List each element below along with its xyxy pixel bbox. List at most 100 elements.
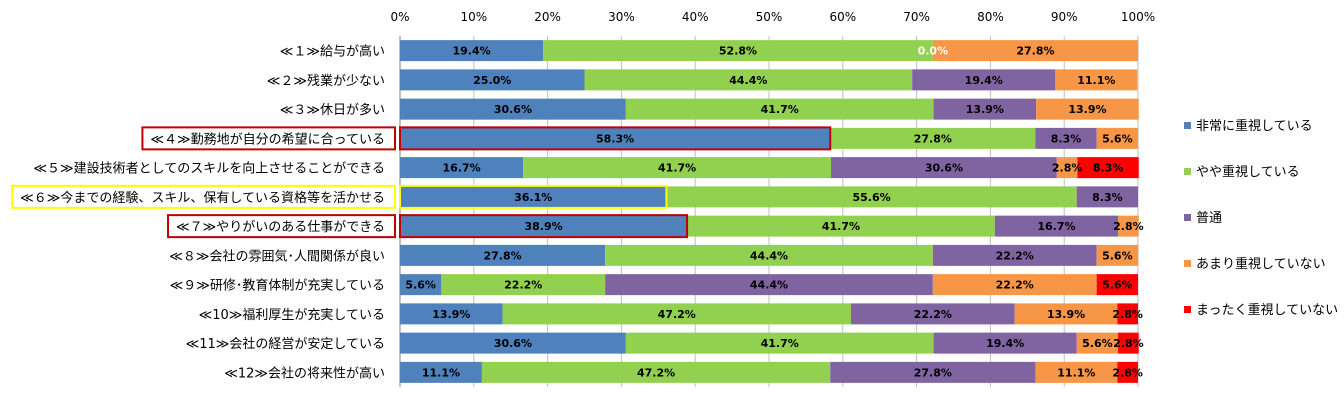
category-label: ≪６≫今までの経験、スキル、保有している資格等を活かせる (20, 190, 385, 206)
data-label: 44.4% (750, 249, 788, 262)
bar-segment (400, 157, 524, 179)
data-label: 5.6% (405, 279, 436, 292)
data-label: 16.7% (1037, 220, 1075, 233)
bar-segment (543, 40, 933, 62)
bar-segment (523, 157, 831, 179)
data-label: 30.6% (494, 103, 532, 116)
data-label: 27.8% (483, 249, 521, 262)
bar-segment (1055, 69, 1138, 91)
data-labels: 19.4% 52.8% 0.0% 27.8% 25.0% 44.4% 19.4% 11.1% 3… (405, 45, 1143, 380)
data-label: 2.8% (1052, 162, 1083, 175)
data-label: 2.8% (1113, 220, 1144, 233)
bar-segment (400, 127, 831, 149)
data-label: 22.2% (504, 279, 542, 292)
bar-segment (400, 98, 626, 120)
data-label: 8.3% (1092, 191, 1123, 204)
data-label: 8.3% (1093, 162, 1124, 175)
bar-segment (1096, 274, 1138, 296)
x-tick-label: 40% (682, 10, 709, 24)
bar-segment (1076, 186, 1138, 208)
x-tick-label: 90% (1051, 10, 1078, 24)
data-label: 44.4% (750, 279, 788, 292)
data-label: 55.6% (852, 191, 890, 204)
bar-segment (850, 303, 1015, 325)
data-label: 52.8% (719, 45, 757, 58)
data-label: 13.9% (1047, 308, 1085, 321)
bar-segment (481, 361, 831, 383)
bar-segment (1096, 127, 1138, 149)
legend-label: やや重視している (1196, 164, 1300, 180)
bar-segment (932, 40, 1138, 62)
bar-segment (605, 244, 933, 266)
legend-swatch (1184, 168, 1191, 175)
data-label: 2.8% (1113, 337, 1144, 350)
bar-segment (932, 274, 1097, 296)
data-label: 27.8% (914, 366, 952, 379)
bar-segment (933, 332, 1077, 354)
bar-segment (400, 303, 503, 325)
category-label: ≪９≫研修･教育体制が充実している (170, 278, 385, 294)
category-label: ≪11≫会社の経営が安定している (186, 336, 385, 352)
legend-label: 非常に重視している (1196, 118, 1313, 134)
category-label: ≪８≫会社の雰囲気･人間関係が良い (169, 248, 385, 264)
bar-segment (400, 332, 626, 354)
x-tick-label: 0% (390, 10, 409, 24)
bar-segment (605, 274, 933, 296)
bar-segment (687, 215, 995, 237)
bar-segment (1014, 303, 1118, 325)
data-label: 11.1% (1057, 366, 1095, 379)
data-label: 22.2% (996, 249, 1034, 262)
data-label: 5.6% (1082, 337, 1113, 350)
bar-segment (625, 98, 934, 120)
legend-label: あまり重視していない (1196, 256, 1326, 272)
data-label: 5.6% (1102, 132, 1133, 145)
category-label: ≪10≫福利厚生が充実している (199, 307, 385, 323)
data-label: 8.3% (1051, 132, 1082, 145)
bar-segment (400, 361, 482, 383)
x-tick-label: 10% (460, 10, 487, 24)
bar-segment (1035, 127, 1097, 149)
bar-segment (830, 127, 1036, 149)
legend-swatch (1184, 306, 1191, 313)
bar-highlight-box (399, 126, 832, 151)
bar-segment (1035, 361, 1118, 383)
bar-segment (1117, 361, 1138, 383)
data-label: 27.8% (914, 132, 952, 145)
bar-segment (400, 274, 442, 296)
category-label: ≪４≫勤務地が自分の希望に合っている (150, 131, 385, 147)
bar-segment (441, 274, 606, 296)
x-tick-label: 70% (903, 10, 930, 24)
legend-label: まったく重視していない (1196, 302, 1338, 318)
bar-segment (912, 69, 1056, 91)
bar-segment (1036, 98, 1139, 120)
x-tick-label: 50% (756, 10, 783, 24)
bar-segment (830, 157, 1057, 179)
data-label: 47.2% (658, 308, 696, 321)
category-highlight-box (11, 184, 396, 209)
data-label: 41.7% (658, 162, 696, 175)
legend-label: 普通 (1196, 211, 1222, 226)
bar-highlight-box (399, 214, 689, 239)
data-label: 2.8% (1112, 308, 1143, 321)
category-label: ≪７≫やりがいのある仕事ができる (176, 220, 385, 235)
x-tick-label: 100% (1121, 10, 1155, 24)
data-label: 30.6% (925, 162, 963, 175)
data-label: 36.1% (514, 191, 552, 204)
category-label: ≪12≫会社の将来性が高い (224, 365, 385, 381)
bar-segment (400, 244, 606, 266)
data-label: 41.7% (761, 103, 799, 116)
category-label: ≪１≫給与が高い (280, 44, 385, 60)
legend-swatch (1184, 122, 1191, 129)
legend-swatch (1184, 260, 1191, 267)
data-label: 25.0% (473, 74, 511, 87)
bar-segment (502, 303, 851, 325)
category-labels: ≪１≫給与が高い ≪２≫残業が少ない ≪３≫休日が多い ≪４≫勤務地が自分の希望に合っ… (20, 44, 385, 382)
data-label: 11.1% (422, 366, 460, 379)
data-label: 44.4% (729, 74, 767, 87)
x-tick-label: 20% (534, 10, 561, 24)
bar-segment (830, 361, 1036, 383)
data-label: 58.3% (596, 132, 634, 145)
data-label: 22.2% (996, 279, 1034, 292)
